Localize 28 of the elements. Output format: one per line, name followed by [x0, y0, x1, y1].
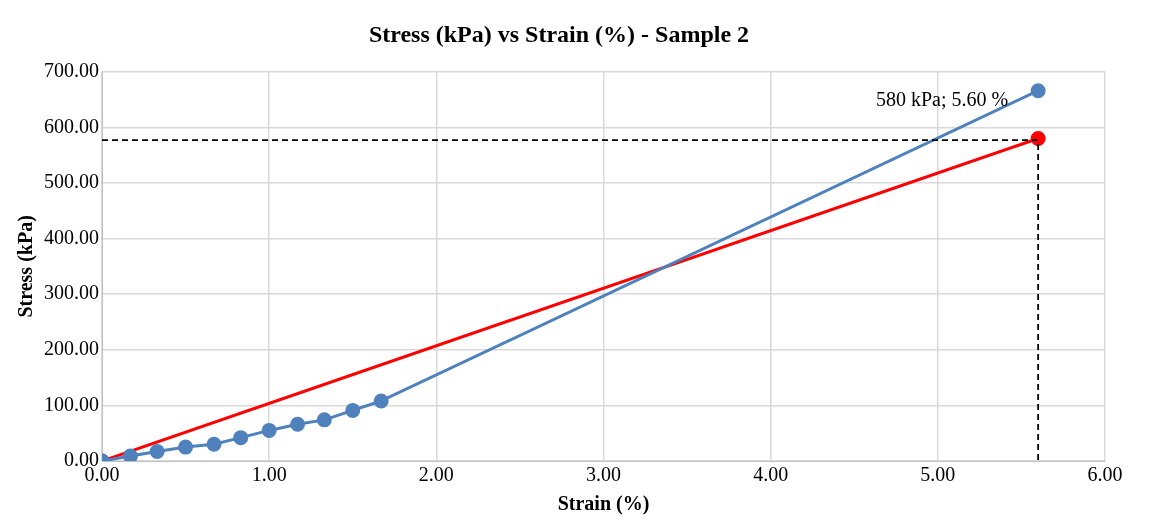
y-tick-label: 500.00 [44, 170, 99, 193]
point [206, 436, 222, 452]
point [345, 402, 361, 418]
y-tick-label: 200.00 [44, 337, 99, 360]
point [149, 444, 165, 460]
x-tick-label: 3.00 [586, 463, 621, 486]
y-axis-title: Stress (kPa) [14, 215, 38, 318]
point [178, 439, 194, 455]
point [122, 448, 138, 461]
x-tick-label: 1.00 [251, 463, 287, 486]
y-tick-label: 700.00 [44, 59, 99, 82]
point [1030, 83, 1046, 99]
point [316, 412, 332, 428]
x-tick-label: 4.00 [753, 463, 789, 486]
point [373, 393, 389, 409]
y-tick-label: 100.00 [44, 392, 99, 415]
x-tick-label: 6.00 [1087, 463, 1123, 486]
annotation: 580 kPa; 5.60 % [875, 87, 1009, 110]
x-axis-title: Strain (%) [557, 492, 650, 516]
chart-title: Stress (kPa) vs Strain (%) - Sample 2 [368, 20, 750, 47]
point [290, 416, 306, 432]
y-tick-label: 400.00 [44, 225, 99, 248]
x-tick-label: 2.00 [418, 463, 454, 486]
y-tick-label: 600.00 [44, 114, 99, 137]
y-tick-label: 300.00 [44, 281, 99, 304]
point [261, 422, 277, 438]
x-tick-label: 5.00 [920, 463, 956, 486]
point [233, 430, 249, 446]
